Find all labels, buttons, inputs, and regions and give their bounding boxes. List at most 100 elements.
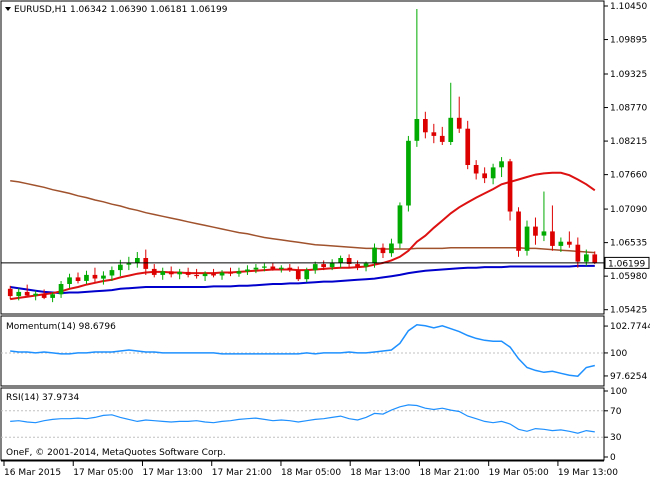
rsi-path (10, 404, 595, 434)
candle-body (84, 274, 89, 281)
candle (168, 266, 174, 278)
price-y-tick-label: 1.10450 (610, 2, 647, 12)
candle (507, 158, 513, 221)
candle-body (431, 132, 437, 136)
candle (439, 126, 445, 146)
price-y-tick-label: 1.07090 (610, 205, 647, 215)
rsi-line (10, 404, 595, 434)
candle-body (160, 271, 166, 275)
current-price-tag-text: 1.06199 (608, 259, 645, 269)
rsi-y-tick-label: 0 (610, 453, 616, 463)
candle-body (253, 267, 259, 270)
rsi-panel: RSI(14) 37.9734 OneF, © 2001-2014, MetaQ… (0, 387, 627, 463)
candle-body (109, 270, 115, 276)
candle-body (448, 117, 454, 142)
candle (389, 238, 394, 257)
momentum-title: Momentum(14) 98.6796 (6, 322, 116, 332)
candle-body (67, 277, 72, 284)
candle (262, 263, 267, 272)
candle-body (135, 258, 140, 263)
momentum-path (10, 324, 595, 377)
candle-body (321, 264, 326, 268)
candle (592, 251, 598, 265)
candle-body (211, 273, 216, 276)
candle (126, 256, 132, 271)
candle-body (372, 247, 377, 264)
candle-body (439, 135, 445, 142)
candle (550, 205, 555, 251)
x-tick-label: 18 Mar 13:00 (350, 468, 410, 478)
candle-body (245, 269, 250, 272)
rsi-y-tick-label: 100 (610, 387, 627, 397)
candle-body (7, 288, 13, 297)
candle (253, 264, 259, 274)
price-y-tick-label: 1.09895 (610, 36, 647, 46)
candle (92, 267, 98, 283)
candle (33, 290, 38, 301)
momentum-y-tick-label: 100 (610, 349, 627, 359)
header-triangle-icon[interactable] (5, 7, 11, 11)
candle-body (287, 267, 293, 271)
candle-body (168, 271, 174, 275)
candle (151, 264, 157, 278)
candle-body (575, 244, 581, 262)
rsi-title: RSI(14) 37.9734 (6, 393, 79, 403)
candle (67, 273, 72, 289)
candle (397, 202, 403, 249)
candle (202, 271, 208, 281)
rsi-y-tick-label: 70 (610, 407, 622, 417)
candle (304, 267, 310, 283)
candle-body (262, 266, 267, 268)
candle (24, 284, 30, 297)
candle (516, 207, 521, 257)
candle-body (533, 226, 538, 236)
rsi-panel-frame (0, 387, 605, 461)
candle-body (499, 161, 504, 168)
candle (160, 267, 166, 280)
candle-body (473, 165, 479, 174)
candle-body (338, 258, 343, 263)
price-header: EURUSD,H1 1.06342 1.06390 1.06181 1.0619… (5, 5, 228, 15)
candle (524, 220, 530, 256)
candle-body (423, 119, 428, 133)
candle-body (151, 268, 157, 275)
candle-body (143, 258, 149, 269)
candle (228, 267, 233, 277)
candle (321, 260, 326, 271)
rsi-y-axis: 100 70 30 0 (604, 387, 627, 463)
sma-slow-path (10, 179, 595, 254)
candle-body (58, 284, 64, 295)
candle-body (516, 211, 521, 251)
rsi-y-tick-label: 30 (610, 433, 622, 443)
price-y-tick-label: 1.05980 (610, 272, 647, 282)
candle (414, 9, 420, 147)
candle-body (279, 267, 284, 269)
candle-body (118, 264, 123, 271)
candle (295, 266, 301, 281)
candle (279, 265, 284, 273)
candle-body (41, 293, 47, 298)
sma-slow-line (10, 179, 595, 254)
candle-body (16, 291, 22, 297)
price-y-axis: 1.10450 1.09895 1.09325 1.08770 1.08215 1.076… (604, 2, 647, 316)
candle (490, 163, 496, 185)
candle (7, 285, 13, 300)
candle (329, 259, 335, 271)
candle (558, 237, 564, 252)
candle (473, 160, 479, 180)
candle-body (592, 254, 598, 263)
candle (482, 167, 487, 184)
x-tick-label: 17 Mar 05:00 (73, 468, 133, 478)
x-tick-label: 18 Mar 05:00 (281, 468, 341, 478)
candle-body (295, 270, 301, 280)
candle (58, 280, 64, 298)
candle (236, 267, 242, 277)
candle (465, 120, 471, 170)
candle (211, 268, 216, 278)
candle (533, 217, 538, 245)
price-y-tick-label: 1.08215 (610, 137, 647, 147)
candle (567, 231, 572, 248)
candle (346, 254, 352, 268)
candle (245, 265, 250, 275)
candle (194, 268, 199, 279)
